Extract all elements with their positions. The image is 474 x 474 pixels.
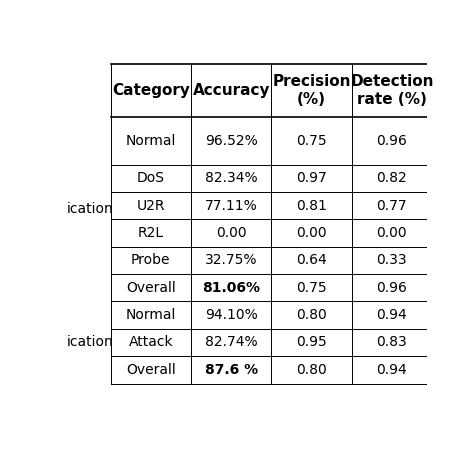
Text: Normal: Normal	[126, 308, 176, 322]
Text: 81.06%: 81.06%	[202, 281, 260, 295]
Text: 0.95: 0.95	[296, 336, 327, 349]
Text: 87.6 %: 87.6 %	[205, 363, 258, 377]
Text: 0.00: 0.00	[296, 226, 327, 240]
Text: 0.64: 0.64	[296, 254, 327, 267]
Text: Category: Category	[112, 83, 190, 98]
Text: 0.80: 0.80	[296, 308, 327, 322]
Text: 0.96: 0.96	[376, 281, 407, 295]
Text: 82.74%: 82.74%	[205, 336, 257, 349]
Text: Accuracy: Accuracy	[192, 83, 270, 98]
Text: Probe: Probe	[131, 254, 171, 267]
Text: Detection
rate (%): Detection rate (%)	[350, 74, 434, 107]
Text: 94.10%: 94.10%	[205, 308, 257, 322]
Text: 0.94: 0.94	[376, 308, 407, 322]
Text: R2L: R2L	[138, 226, 164, 240]
Text: 0.77: 0.77	[377, 199, 407, 213]
Text: ication: ication	[67, 336, 114, 349]
Text: 0.80: 0.80	[296, 363, 327, 377]
Text: Overall: Overall	[126, 281, 176, 295]
Text: 96.52%: 96.52%	[205, 134, 257, 148]
Text: 32.75%: 32.75%	[205, 254, 257, 267]
Text: 0.75: 0.75	[296, 281, 327, 295]
Text: 0.81: 0.81	[296, 199, 327, 213]
Text: 0.94: 0.94	[376, 363, 407, 377]
Text: 77.11%: 77.11%	[205, 199, 257, 213]
Text: Precision
(%): Precision (%)	[273, 74, 351, 107]
Text: ication: ication	[67, 202, 114, 216]
Text: 0.97: 0.97	[296, 171, 327, 185]
Text: DoS: DoS	[137, 171, 165, 185]
Text: 82.34%: 82.34%	[205, 171, 257, 185]
Text: U2R: U2R	[137, 199, 165, 213]
Text: 0.00: 0.00	[216, 226, 246, 240]
Text: 0.00: 0.00	[377, 226, 407, 240]
Text: Overall: Overall	[126, 363, 176, 377]
Text: 0.75: 0.75	[296, 134, 327, 148]
Text: 0.96: 0.96	[376, 134, 407, 148]
Text: Normal: Normal	[126, 134, 176, 148]
Text: 0.83: 0.83	[376, 336, 407, 349]
Text: 0.33: 0.33	[377, 254, 407, 267]
Text: Attack: Attack	[128, 336, 173, 349]
Text: 0.82: 0.82	[376, 171, 407, 185]
